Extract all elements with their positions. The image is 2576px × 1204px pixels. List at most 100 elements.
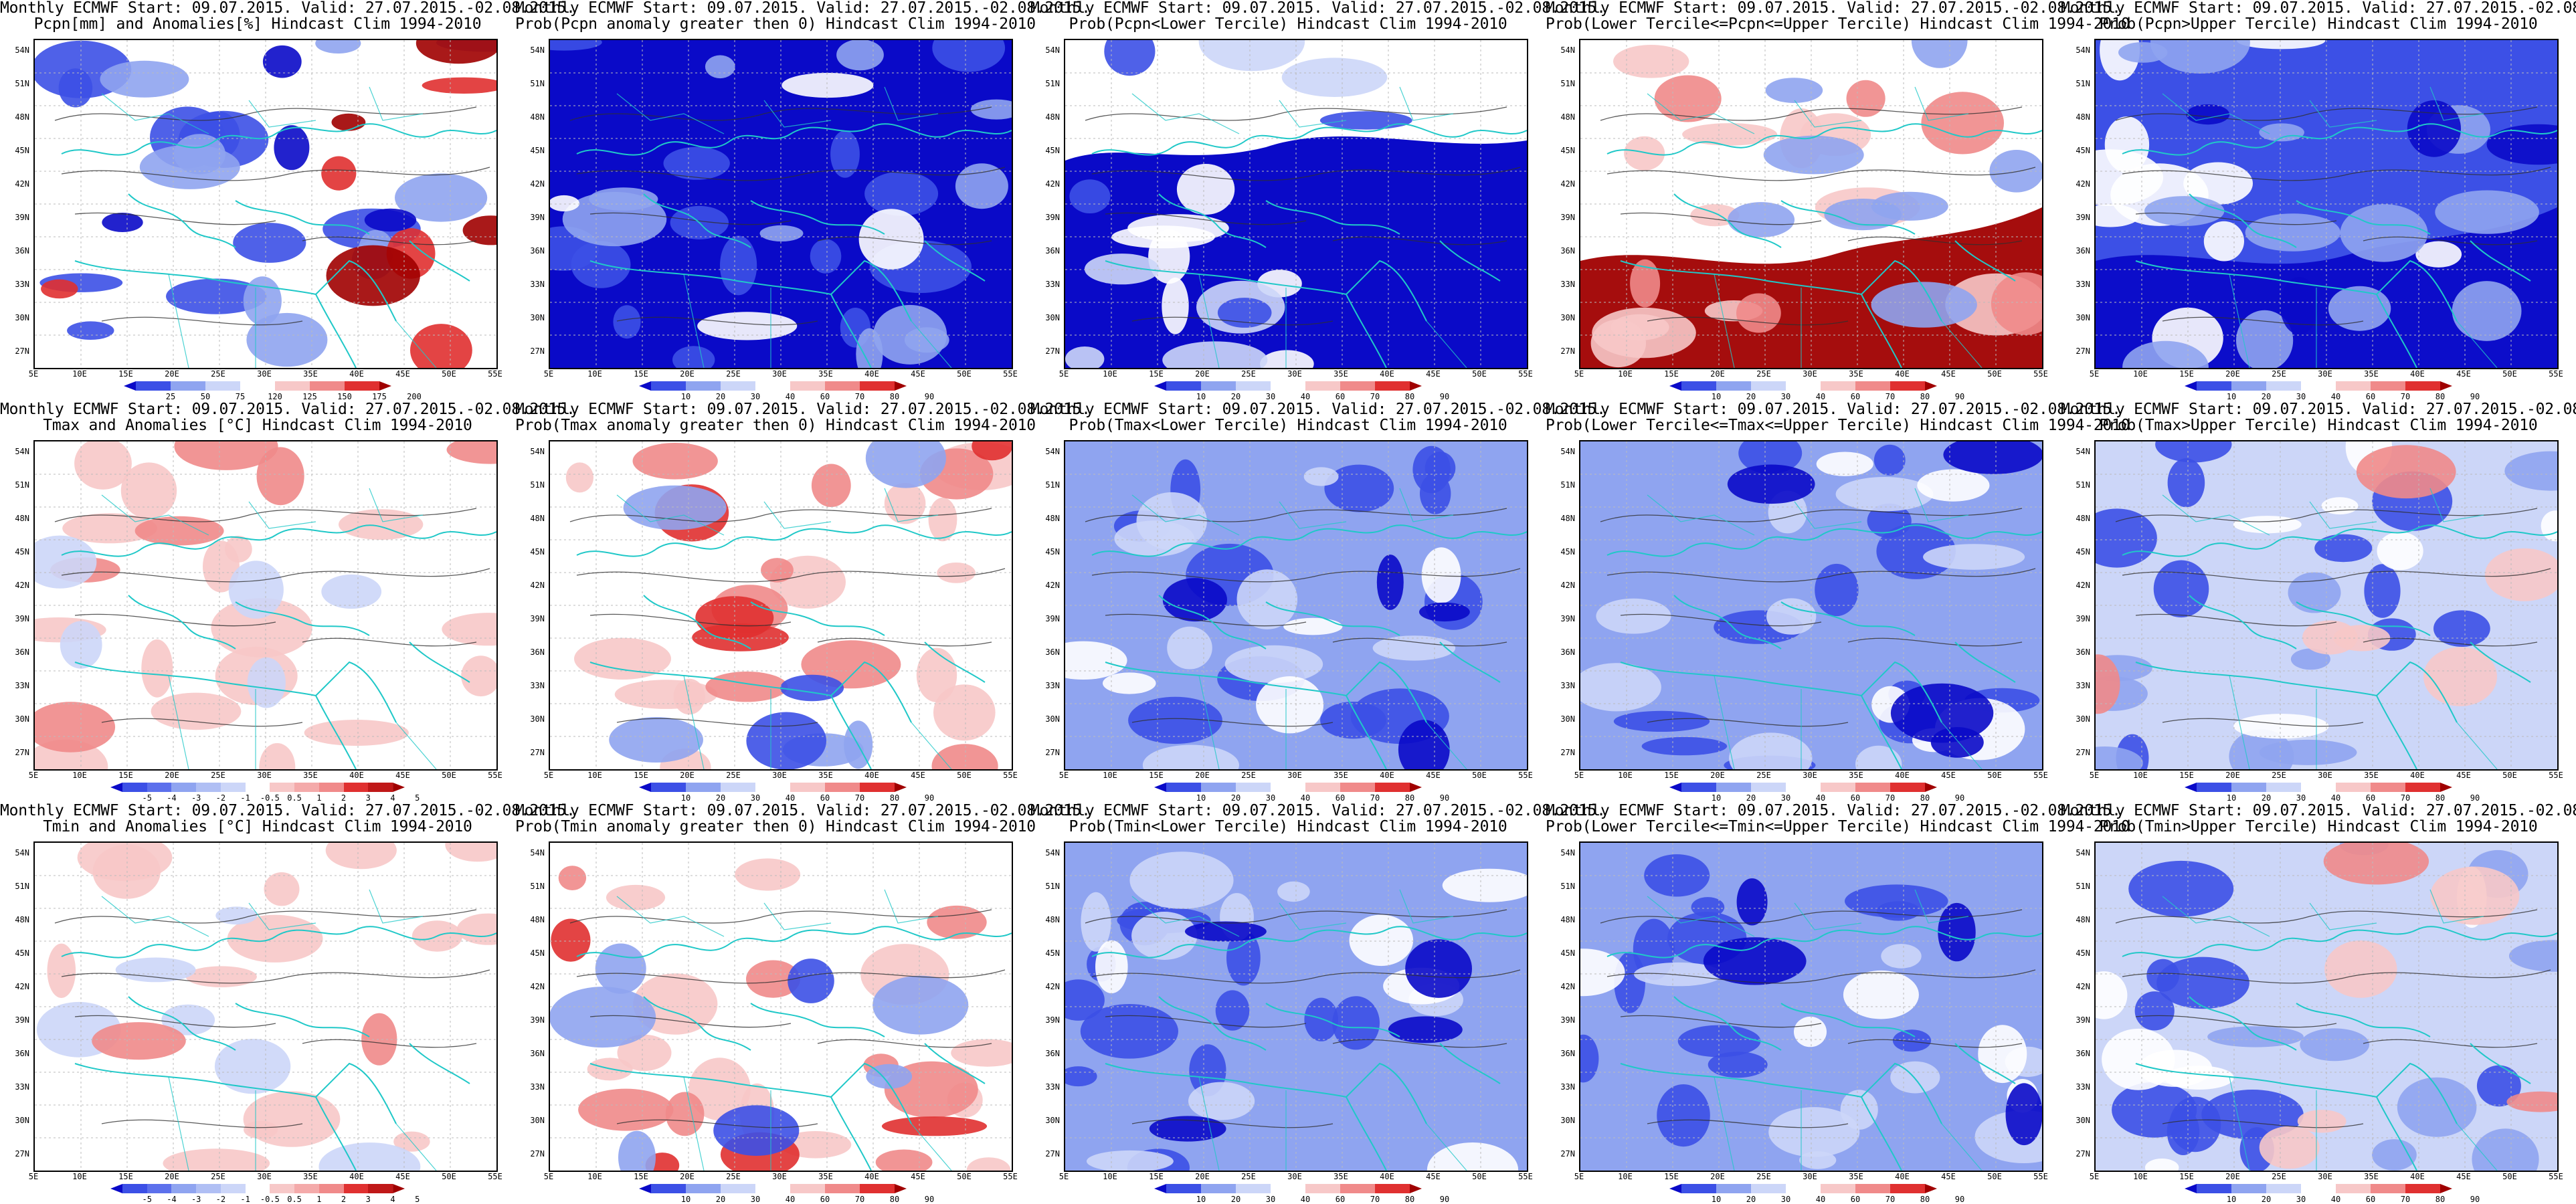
colorbar-label: 70 (1885, 392, 1896, 401)
longitude-label: 40E (2410, 369, 2425, 379)
colorbar-label: 90 (924, 1195, 935, 1204)
colorbar-label: 40 (1815, 1195, 1826, 1204)
colorbar-label: 70 (1885, 1195, 1896, 1204)
colorbar-label: -1 (240, 793, 250, 803)
colorbar-label: 70 (1370, 1195, 1380, 1204)
longitude-label: 15E (2179, 1172, 2194, 1181)
map-area (2094, 39, 2559, 369)
latitude-label: 48N (2076, 514, 2090, 523)
colorbar-label: 10 (1196, 1195, 1206, 1204)
colorbar-label: 90 (2470, 1195, 2480, 1204)
latitude-label: 39N (1045, 1015, 1060, 1025)
latitude-label: 36N (2076, 1049, 2090, 1058)
latitude-label: 39N (15, 1015, 29, 1025)
colorbar-label: 80 (1404, 392, 1415, 401)
latitude-label: 30N (1560, 1116, 1575, 1125)
colorbar (639, 1184, 907, 1193)
latitude-label: 48N (1045, 514, 1060, 523)
latitude-label: 42N (2076, 179, 2090, 189)
colorbar-label: 20 (1230, 793, 1241, 803)
colorbar-label: 10 (1196, 392, 1206, 401)
panel-title-line2: Prob(Pcpn>Upper Tercile) Hindcast Clim 1… (2099, 15, 2538, 33)
colorbar-label: 40 (1300, 793, 1311, 803)
latitude-label: 54N (1560, 447, 1575, 456)
longitude-label: 25E (211, 369, 225, 379)
colorbar-label: 80 (889, 1195, 900, 1204)
longitude-label: 35E (1333, 369, 1348, 379)
panel-title-line2: Prob(Tmax anomaly greater then 0) Hindca… (515, 417, 1036, 434)
colorbar (639, 381, 907, 391)
longitude-label: 15E (2179, 369, 2194, 379)
latitude-label: 39N (2076, 1015, 2090, 1025)
colorbar-label: 10 (2226, 1195, 2237, 1204)
longitude-label: 20E (680, 771, 695, 780)
latitude-label: 36N (1045, 246, 1060, 256)
colorbar (1669, 783, 1937, 792)
longitude-label: 55E (1518, 771, 1533, 780)
colorbar-label: 70 (854, 793, 865, 803)
latitude-label: 51N (2076, 79, 2090, 88)
longitude-label: 20E (680, 1172, 695, 1181)
latitude-label: 33N (530, 681, 545, 690)
longitude-label: 20E (1195, 1172, 1210, 1181)
latitude-label: 42N (1560, 982, 1575, 991)
longitude-label: 50E (957, 369, 972, 379)
latitude-label: 42N (1045, 179, 1060, 189)
longitude-label: 55E (1003, 369, 1018, 379)
longitude-label: 15E (118, 771, 133, 780)
latitude-label: 42N (530, 982, 545, 991)
colorbar-label: 40 (1300, 1195, 1311, 1204)
longitude-label: 40E (349, 771, 364, 780)
latitude-label: 39N (2076, 614, 2090, 623)
map-area (1579, 440, 2043, 771)
colorbar-label: 30 (750, 1195, 761, 1204)
latitude-label: 48N (15, 112, 29, 122)
longitude-label: 10E (1618, 771, 1633, 780)
colorbar-label: 2 (341, 793, 347, 803)
longitude-label: 25E (211, 1172, 225, 1181)
latitude-label: 51N (2076, 882, 2090, 891)
colorbar-label: 20 (1746, 1195, 1756, 1204)
longitude-label: 50E (957, 771, 972, 780)
latitude-label: 42N (530, 179, 545, 189)
longitude-label: 5E (28, 771, 39, 780)
colorbar-label: -4 (167, 1195, 177, 1204)
map-panel: Monthly ECMWF Start: 09.07.2015. Valid: … (1030, 803, 1606, 1204)
latitude-label: 36N (530, 246, 545, 256)
colorbar-label: -5 (142, 1195, 152, 1204)
longitude-label: 30E (257, 771, 272, 780)
latitude-label: 42N (1045, 982, 1060, 991)
latitude-label: 51N (1560, 480, 1575, 490)
colorbar-label: -0.5 (260, 793, 280, 803)
latitude-label: 27N (1045, 748, 1060, 757)
colorbar-label: 30 (1780, 392, 1791, 401)
longitude-label: 10E (1103, 771, 1117, 780)
longitude-label: 10E (2133, 369, 2148, 379)
map-panel: Monthly ECMWF Start: 09.07.2015. Valid: … (0, 0, 575, 401)
colorbar-label: 90 (1439, 793, 1450, 803)
latitude-label: 39N (15, 614, 29, 623)
latitude-label: 45N (2076, 547, 2090, 557)
latitude-label: 51N (1560, 79, 1575, 88)
latitude-label: 27N (2076, 748, 2090, 757)
longitude-label: 50E (1472, 369, 1487, 379)
colorbar-label: 80 (2435, 793, 2446, 803)
longitude-label: 35E (2364, 369, 2379, 379)
latitude-label: 51N (1560, 882, 1575, 891)
latitude-label: 54N (15, 45, 29, 55)
colorbar-label: 60 (1335, 392, 1346, 401)
colorbar (110, 783, 405, 792)
longitude-label: 45E (395, 771, 410, 780)
latitude-label: 54N (1045, 447, 1060, 456)
longitude-label: 45E (1426, 1172, 1441, 1181)
latitude-label: 45N (2076, 948, 2090, 958)
latitude-label: 33N (15, 681, 29, 690)
latitude-label: 54N (530, 848, 545, 858)
colorbar-label: 90 (1954, 1195, 1965, 1204)
longitude-label: 40E (1380, 369, 1394, 379)
latitude-label: 27N (530, 346, 545, 356)
map-area (33, 39, 498, 369)
longitude-label: 45E (911, 1172, 925, 1181)
colorbar-label: 10 (1711, 793, 1722, 803)
longitude-label: 35E (303, 771, 318, 780)
